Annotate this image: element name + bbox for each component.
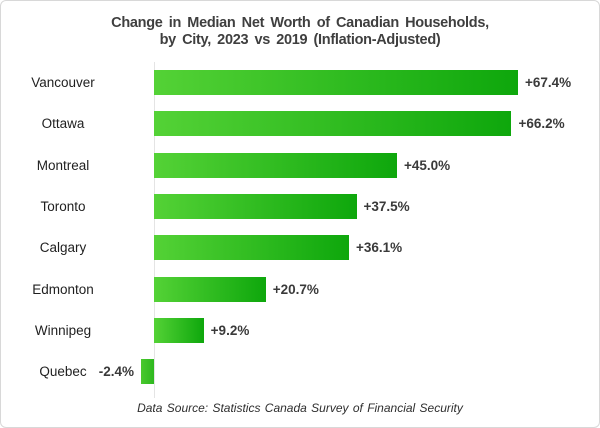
value-bar (154, 111, 512, 137)
value-label: +37.5% (363, 198, 410, 214)
bar-row: Toronto +37.5% (1, 186, 599, 227)
value-label: +45.0% (404, 157, 451, 173)
bar-row: Calgary +36.1% (1, 227, 599, 268)
zero-baseline-axis (154, 62, 155, 398)
value-label: +20.7% (272, 281, 319, 297)
bar-row: Quebec -2.4% (1, 351, 599, 392)
bar-row: Montreal +45.0% (1, 145, 599, 186)
chart-title-line1: Change in Median Net Worth of Canadian H… (111, 15, 489, 31)
category-label: Montreal (36, 157, 90, 173)
value-label: +67.4% (524, 75, 572, 90)
bar-row: Edmonton +20.7% (1, 269, 599, 310)
category-label: Winnipeg (34, 322, 92, 338)
chart-title: Change in Median Net Worth of Canadian H… (1, 1, 599, 49)
chart-title-line2: by City, 2023 vs 2019 (Inflation-Adjuste… (159, 32, 441, 48)
value-label: +66.2% (518, 116, 565, 132)
category-label: Ottawa (41, 116, 85, 132)
value-bar (141, 359, 154, 385)
category-label: Vancouver (31, 75, 95, 90)
bar-row: Winnipeg +9.2% (1, 310, 599, 351)
category-label: Quebec (39, 364, 87, 380)
value-bar (154, 317, 204, 343)
data-source-note: Data Source: Statistics Canada Survey of… (137, 401, 463, 415)
value-bar (154, 276, 266, 302)
value-bar (154, 70, 518, 95)
value-bar (154, 193, 357, 219)
value-label: -2.4% (98, 364, 135, 380)
value-label: +9.2% (210, 322, 250, 338)
bar-row: Vancouver +67.4% (1, 62, 599, 103)
category-label: Calgary (39, 240, 87, 256)
category-label: Toronto (40, 198, 86, 214)
value-bar (154, 152, 397, 178)
value-bar (154, 235, 349, 261)
bar-chart: Vancouver +67.4% Ottawa +66.2% Montreal +45.0… (1, 62, 599, 398)
category-label: Edmonton (32, 281, 94, 297)
bar-row: Ottawa +66.2% (1, 103, 599, 144)
value-label: +36.1% (355, 240, 403, 256)
